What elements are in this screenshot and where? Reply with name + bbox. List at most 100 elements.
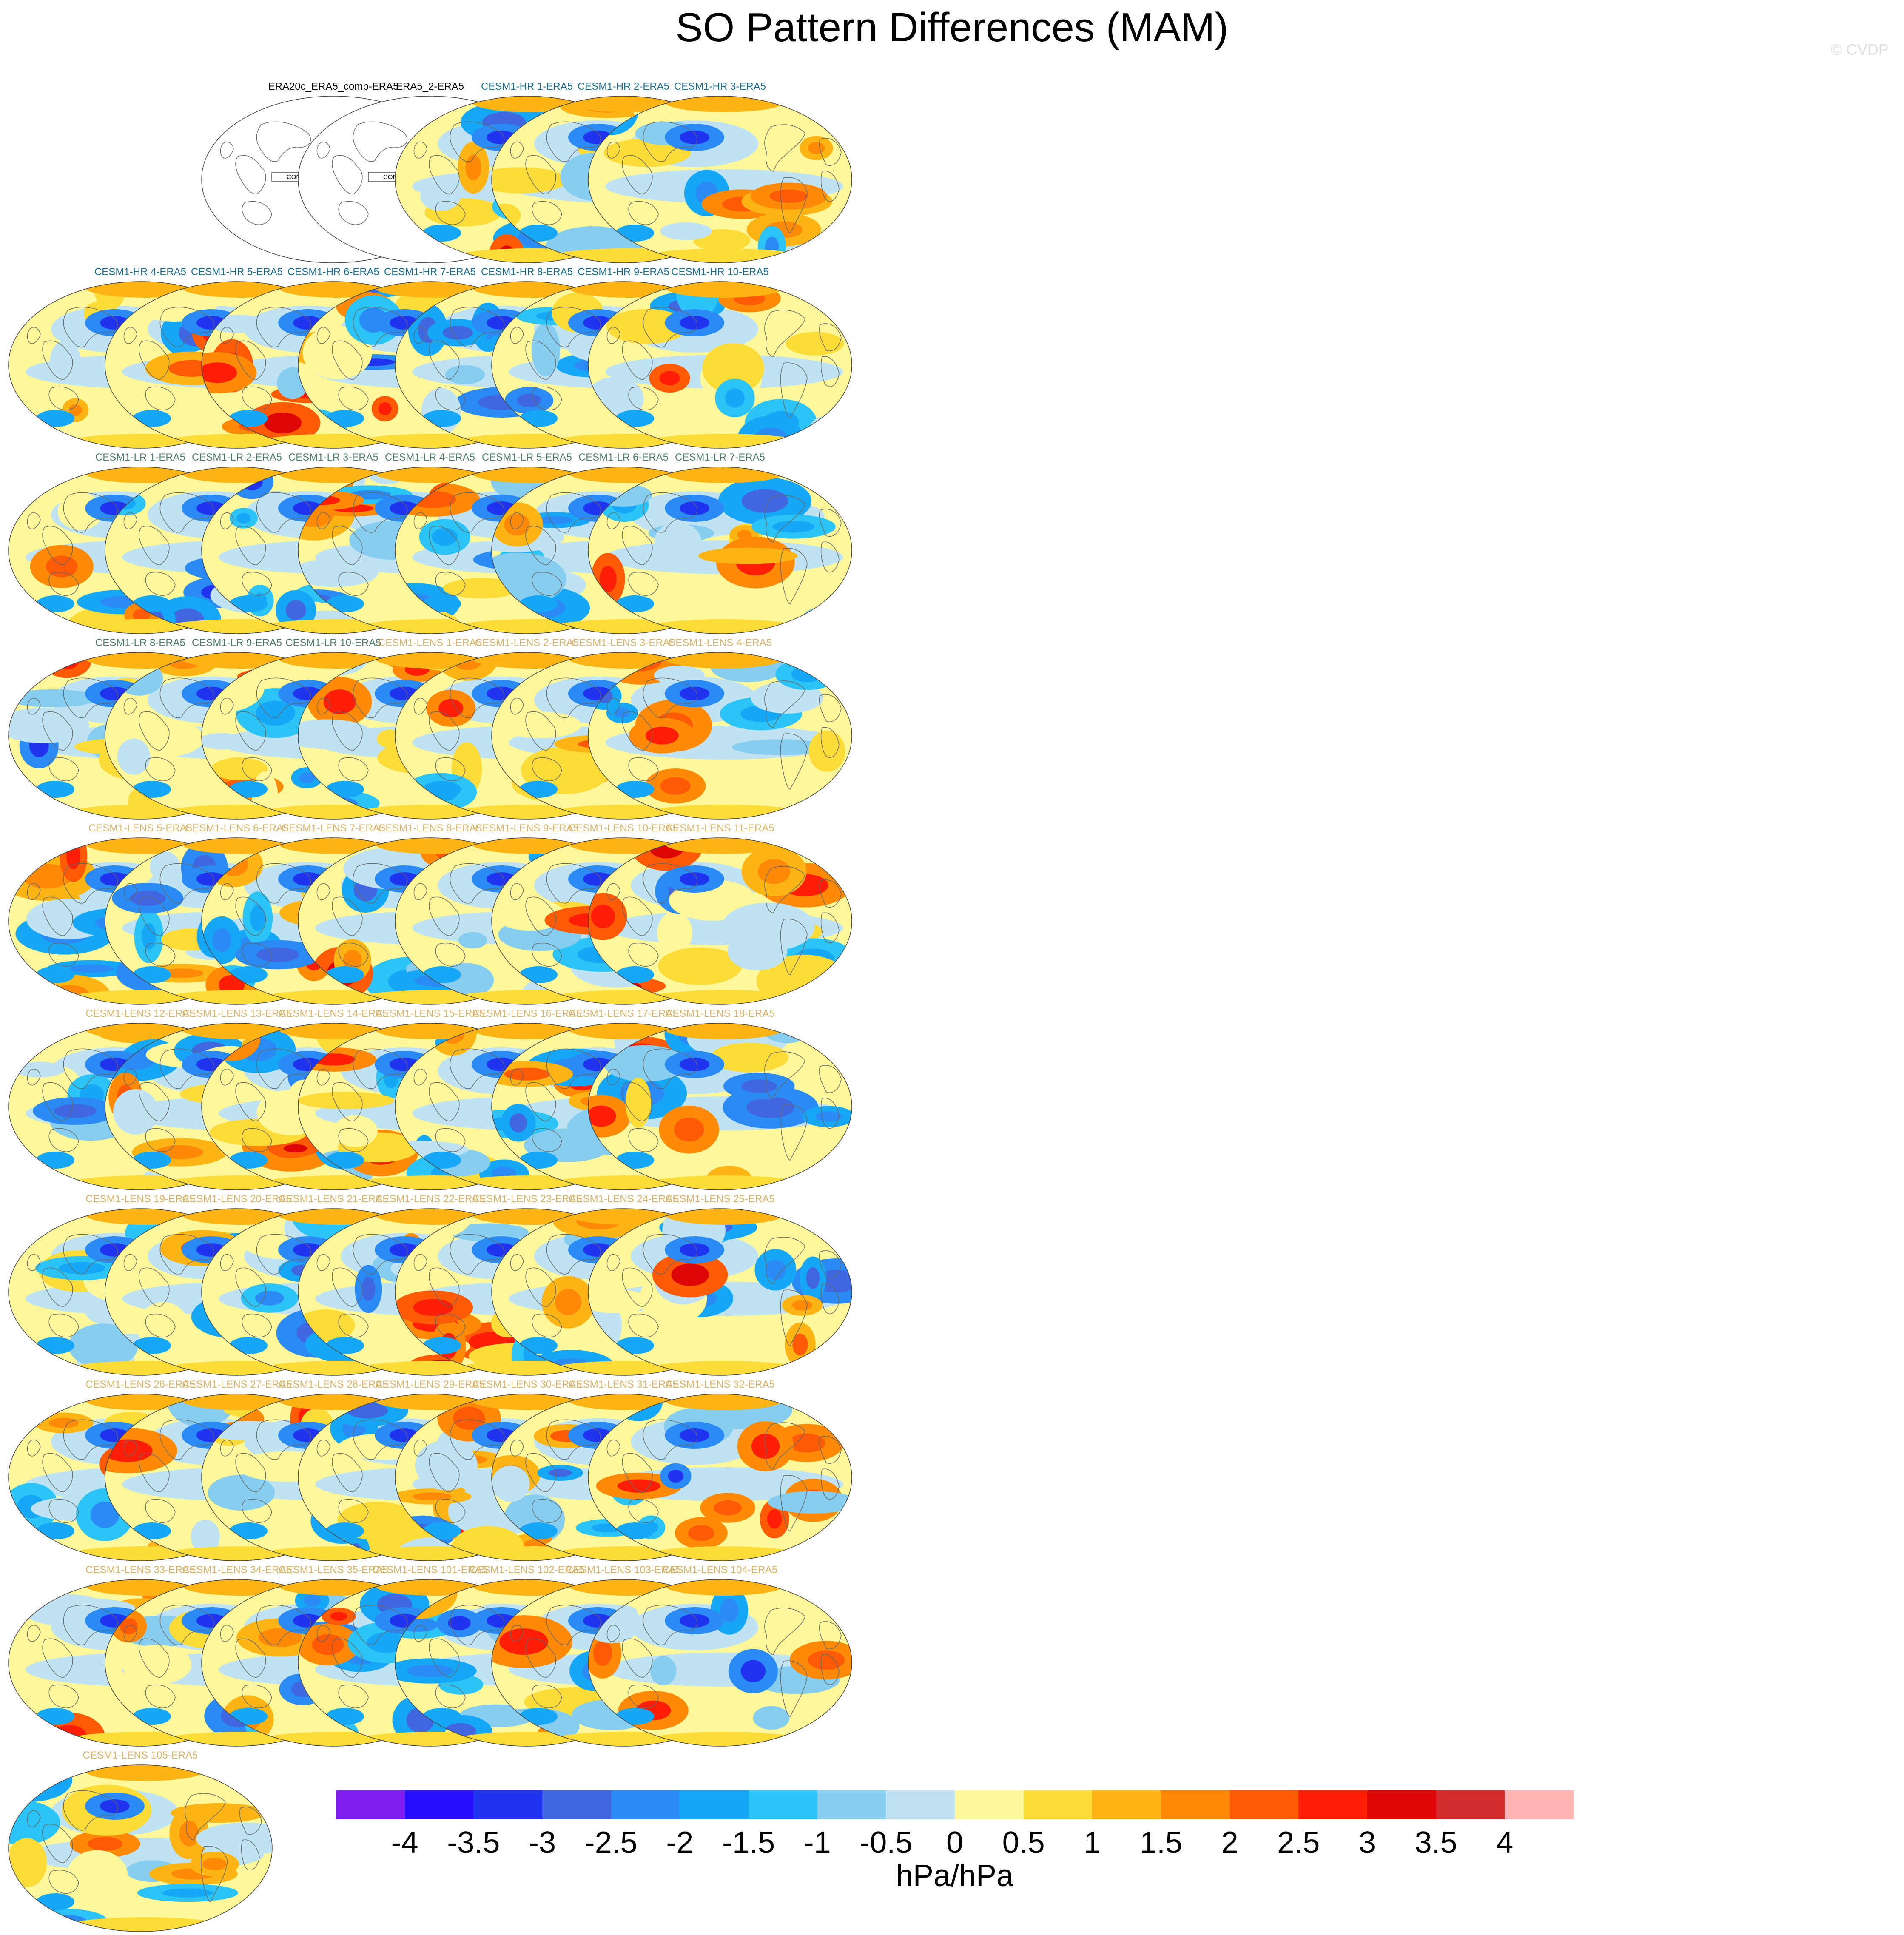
map-panel-title: CESM1-LENS 24-ERA5 [569, 1193, 678, 1205]
anomaly-field [588, 1023, 852, 1190]
map-panel-title: CESM1-LENS 34-ERA5 [182, 1564, 292, 1576]
colorbar-tick-label: -3.5 [447, 1826, 500, 1860]
colorbar-tick-label: -4 [391, 1826, 418, 1860]
map-panel-title: CESM1-LENS 32-ERA5 [665, 1379, 775, 1390]
coastline-outline [606, 1234, 842, 1346]
map-panel-title: CESM1-HR 7-ERA5 [384, 266, 476, 278]
map-panel-title: CESM1-LENS 20-ERA5 [182, 1193, 292, 1205]
colorbar-tick-label: 0 [946, 1826, 964, 1860]
anomaly-field [588, 1209, 852, 1375]
map-panel-title: ERA20c_ERA5_comb-ERA5 [268, 81, 399, 92]
map-panel-title: CESM1-LENS 12-ERA5 [85, 1008, 195, 1019]
robinson-map [588, 1208, 852, 1376]
colorbar-tick-label: 1.5 [1139, 1826, 1183, 1860]
map-panel-title: CESM1-LENS 4-ERA5 [668, 637, 772, 649]
map-panel-title: CESM1-LENS 28-ERA5 [279, 1379, 388, 1390]
map-panel-title: CESM1-LENS 30-ERA5 [472, 1379, 582, 1390]
map-panel: CESM1-LENS 105-ERA5 [4, 1750, 276, 1935]
map-panel-title: CESM1-HR 6-ERA5 [287, 266, 380, 278]
colorbar-tick-label: 3.5 [1414, 1826, 1457, 1860]
colorbar-tick-label: -3 [528, 1826, 556, 1860]
colorbar-tick-label: 3 [1358, 1826, 1376, 1860]
robinson-map [8, 1764, 273, 1932]
map-panel-title: CESM1-LR 7-ERA5 [675, 452, 766, 463]
map-panel: CESM1-LENS 11-ERA5 [584, 822, 856, 1008]
map-panel-title: CESM1-LENS 10-ERA5 [569, 822, 678, 834]
colorbar-box-12 [1161, 1790, 1230, 1819]
anomaly-field [588, 652, 852, 819]
robinson-map [588, 96, 852, 263]
colorbar-tick-label: 0.5 [1002, 1826, 1045, 1860]
map-panel-title: CESM1-LR 9-ERA5 [191, 637, 282, 649]
coastline-outline [606, 863, 842, 975]
map-panel-title: CESM1-LENS 19-ERA5 [85, 1193, 195, 1205]
map-panel-title: CESM1-LENS 26-ERA5 [85, 1379, 195, 1390]
colorbar-box-16 [1436, 1790, 1505, 1819]
map-panel-title: CESM1-LR 3-ERA5 [288, 452, 379, 463]
colorbar-tick-label: -2 [666, 1826, 694, 1860]
map-panel-title: CESM1-HR 10-ERA5 [671, 266, 769, 278]
credit-label: © CVDP [1830, 41, 1889, 58]
map-panel-title: CESM1-HR 5-ERA5 [191, 266, 283, 278]
anomaly-field [588, 467, 852, 634]
map-panel-title: CESM1-LENS 13-ERA5 [182, 1008, 292, 1019]
coastline-outline [606, 1048, 842, 1161]
map-panel-grid: ERA20c_ERA5_comb-ERA5CONSTANT FIELD - VA… [8, 81, 856, 1932]
robinson-map [588, 837, 852, 1005]
colorbar-box-8 [886, 1790, 955, 1819]
colorbar-box-10 [1023, 1790, 1093, 1819]
map-panel-title: CESM1-LENS 25-ERA5 [665, 1193, 775, 1205]
colorbar-box-4 [611, 1790, 680, 1819]
colorbar-box-9 [955, 1790, 1024, 1819]
map-panel-title: CESM1-LENS 35-ERA5 [279, 1564, 388, 1576]
colorbar-box-7 [817, 1790, 886, 1819]
map-panel: CESM1-HR 10-ERA5 [584, 266, 856, 452]
colorbar-box-6 [749, 1790, 817, 1819]
map-panel-title: CESM1-LENS 21-ERA5 [279, 1193, 388, 1205]
map-panel: CESM1-LENS 104-ERA5 [584, 1564, 856, 1750]
map-panel-title: CESM1-LENS 3-ERA5 [571, 637, 676, 649]
map-panel: CESM1-HR 3-ERA5 [584, 81, 856, 266]
map-panel-title: CESM1-HR 8-ERA5 [481, 266, 573, 278]
map-panel-title: CESM1-LENS 102-ERA5 [469, 1564, 585, 1576]
coastline-outline [606, 307, 842, 419]
map-panel-title: CESM1-LENS 9-ERA5 [475, 822, 579, 834]
colorbar-box-11 [1092, 1790, 1161, 1819]
map-panel-title: CESM1-LENS 16-ERA5 [472, 1008, 582, 1019]
map-panel-title: CESM1-LENS 14-ERA5 [279, 1008, 388, 1019]
map-panel-title: CESM1-LENS 7-ERA5 [281, 822, 386, 834]
colorbar-tick-label: -1.5 [722, 1826, 775, 1860]
robinson-map [588, 652, 852, 820]
map-panel: CESM1-LENS 25-ERA5 [584, 1193, 856, 1379]
map-panel-title: CESM1-HR 1-ERA5 [481, 81, 573, 92]
colorbar-box-2 [473, 1790, 543, 1819]
robinson-map [588, 467, 852, 634]
colorbar-tick-label: 2 [1221, 1826, 1238, 1860]
anomaly-field [588, 96, 852, 263]
map-panel-title: CESM1-LENS 6-ERA5 [185, 822, 289, 834]
map-panel-title: CESM1-LENS 2-ERA5 [475, 637, 579, 649]
coastline-outline [606, 1419, 842, 1531]
map-panel-title: CESM1-HR 2-ERA5 [577, 81, 670, 92]
colorbar-tick-label: 4 [1496, 1826, 1514, 1860]
anomaly-field [588, 1394, 852, 1561]
map-panel-title: CESM1-HR 4-ERA5 [94, 266, 187, 278]
map-panel-title: CESM1-LENS 105-ERA5 [83, 1750, 198, 1761]
colorbar-tick-label: -1 [803, 1826, 831, 1860]
anomaly-field [588, 282, 852, 448]
map-panel-title: ERA5_2-ERA5 [396, 81, 464, 92]
anomaly-field [9, 1765, 272, 1932]
anomaly-field [588, 1579, 852, 1746]
map-panel-title: CESM1-LENS 1-ERA5 [378, 637, 482, 649]
colorbar-box-3 [542, 1790, 611, 1819]
robinson-map [588, 1023, 852, 1190]
map-panel-title: CESM1-LENS 27-ERA5 [182, 1379, 292, 1390]
map-panel-title: CESM1-LENS 31-ERA5 [569, 1379, 678, 1390]
colorbar-tick-label: 2.5 [1277, 1826, 1320, 1860]
map-panel-title: CESM1-LR 2-ERA5 [191, 452, 282, 463]
colorbar-tick-label: 1 [1084, 1826, 1101, 1860]
colorbar: hPa/hPa -4 -3.5 -3 -2.5 -2 -1.5 -1 -0.5 0 0.5 1 1.5… [336, 1790, 1574, 1893]
robinson-map [588, 281, 852, 449]
map-panel-title: CESM1-LENS 104-ERA5 [662, 1564, 778, 1576]
map-panel-title: CESM1-LENS 29-ERA5 [375, 1379, 485, 1390]
